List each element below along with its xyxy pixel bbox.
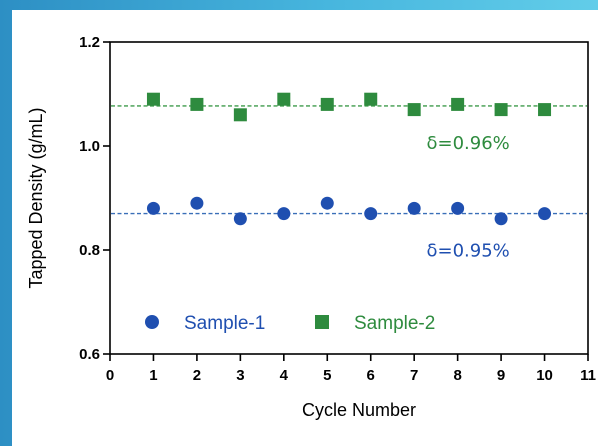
sample-1-point-4 <box>277 207 291 221</box>
legend-label-sample-1: Sample-1 <box>184 313 265 334</box>
plot-frame <box>109 41 589 355</box>
x-tick-label-9: 9 <box>497 367 505 384</box>
data-points <box>146 92 552 226</box>
x-tick-label-2: 2 <box>193 367 201 384</box>
x-tick-label-6: 6 <box>367 367 375 384</box>
sample-2-point-1 <box>146 92 160 106</box>
sample-1-point-7 <box>407 201 421 215</box>
annotations: δ=0.95% δ=0.96% <box>427 133 510 262</box>
sample-2-point-9 <box>494 103 508 117</box>
sample-1-point-8 <box>451 201 465 215</box>
annotation-sample-2: δ=0.96% <box>427 133 510 154</box>
x-tick-label-8: 8 <box>453 367 461 384</box>
legend: Sample-1 Sample-2 <box>145 313 435 334</box>
sample-2-point-5 <box>320 97 334 111</box>
mean-lines <box>111 105 587 215</box>
sample-2-point-2 <box>190 97 204 111</box>
sample-2-point-10 <box>538 103 552 117</box>
sample-2-point-3 <box>233 108 247 122</box>
sample-1-point-9 <box>494 212 508 226</box>
x-tick-label-10: 10 <box>536 367 553 384</box>
x-tick-label-11: 11 <box>580 367 596 384</box>
sample-2-point-6 <box>364 92 378 106</box>
x-tick-label-5: 5 <box>323 367 331 384</box>
sample-1-point-3 <box>233 212 247 226</box>
scatter-chart: 0.6 0.8 1.0 1.2 0 1 2 3 4 5 6 7 8 9 10 11 δ=0.95% δ=0.96… <box>26 34 596 420</box>
sample-1-point-2 <box>190 196 204 210</box>
x-tick-label-3: 3 <box>236 367 244 384</box>
y-tick-label-3: 1.2 <box>79 34 100 51</box>
sample-1-point-1 <box>146 201 160 215</box>
sample-2-point-8 <box>451 97 465 111</box>
sample-2-point-4 <box>277 92 291 106</box>
x-tick-label-7: 7 <box>410 367 418 384</box>
y-tick-label-0: 0.6 <box>79 346 100 363</box>
x-tick-label-0: 0 <box>106 367 114 384</box>
x-axis-label: Cycle Number <box>302 400 416 420</box>
x-tick-label-4: 4 <box>280 367 289 384</box>
legend-label-sample-2: Sample-2 <box>354 313 435 334</box>
legend-marker-sample-2 <box>315 315 329 329</box>
axes: 0.6 0.8 1.0 1.2 0 1 2 3 4 5 6 7 8 9 10 11 <box>79 34 596 384</box>
x-tick-label-1: 1 <box>149 367 157 384</box>
y-axis-label: Tapped Density (g/mL) <box>26 107 46 288</box>
y-tick-label-1: 0.8 <box>79 242 100 259</box>
sample-1-point-6 <box>364 207 378 221</box>
y-tick-label-2: 1.0 <box>79 138 100 155</box>
sample-2-point-7 <box>407 103 421 117</box>
sample-1-point-5 <box>320 196 334 210</box>
chart-panel: 0.6 0.8 1.0 1.2 0 1 2 3 4 5 6 7 8 9 10 11 δ=0.95% δ=0.96… <box>12 10 598 446</box>
annotation-sample-1: δ=0.95% <box>427 241 510 262</box>
sample-1-point-10 <box>538 207 552 221</box>
legend-marker-sample-1 <box>145 315 159 329</box>
